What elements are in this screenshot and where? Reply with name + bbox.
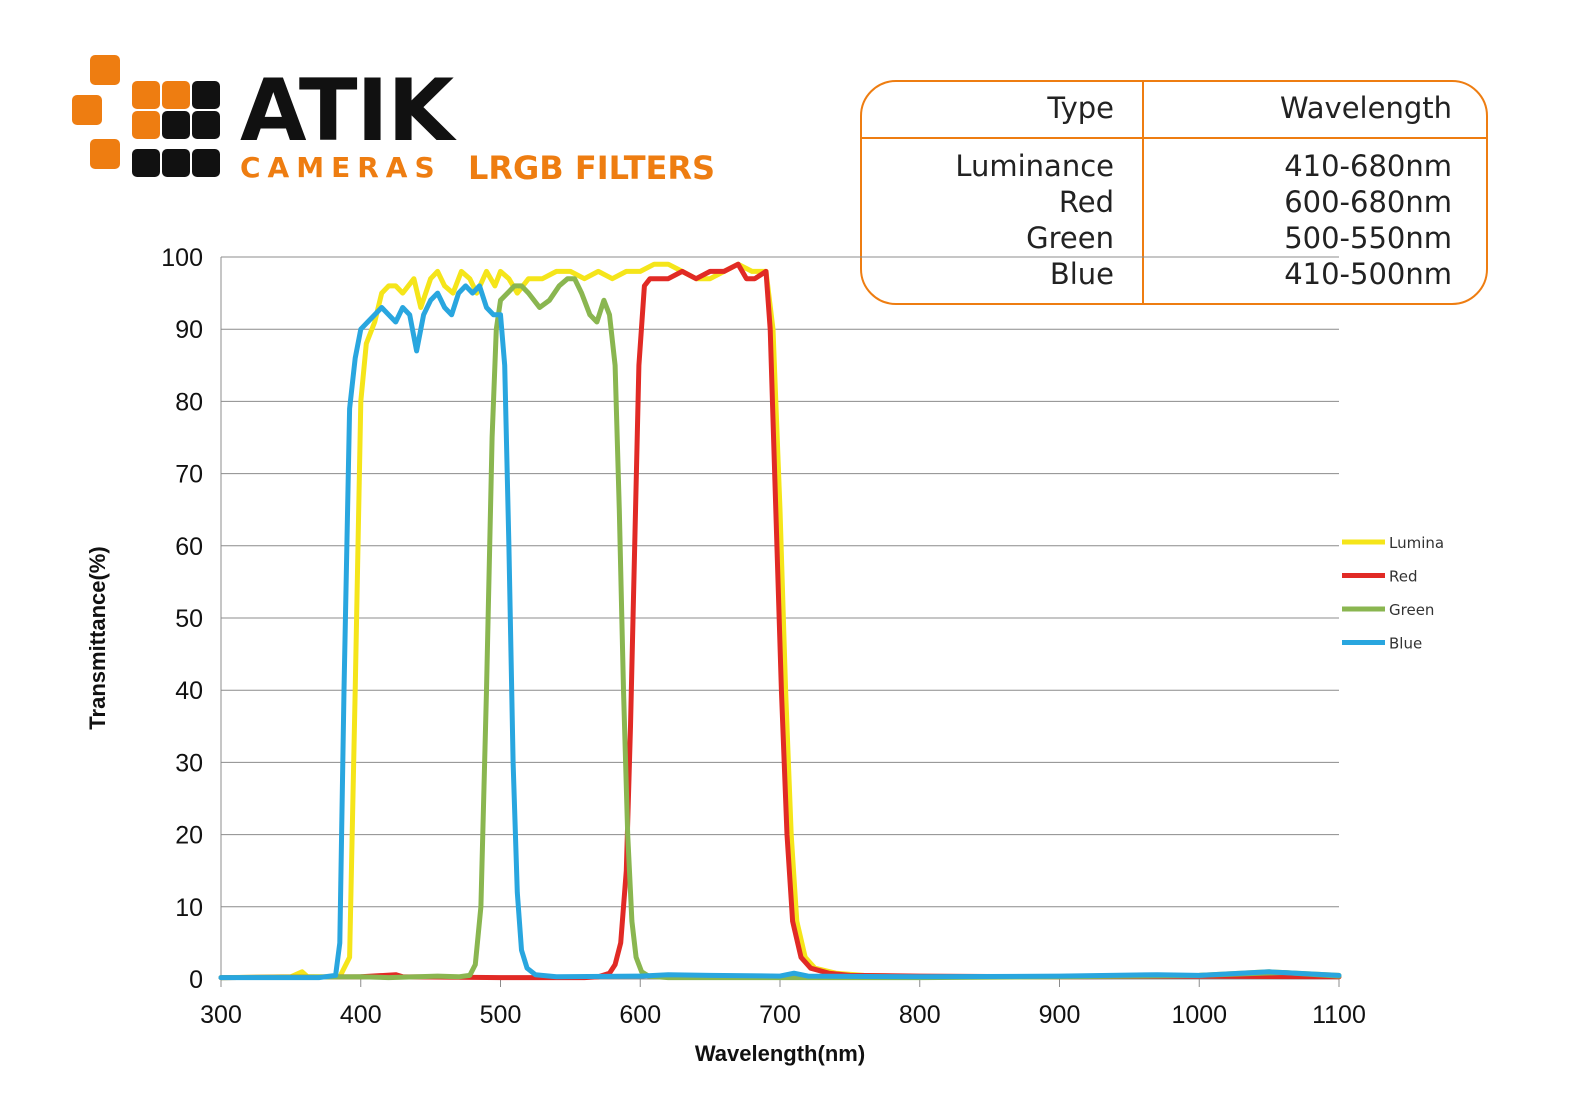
y-tick-label: 90 [175,316,203,344]
filter-table: Type Wavelength Luminance 410-680nm Red … [860,80,1488,305]
legend-label: Green [1389,601,1434,619]
logo-square [132,111,160,139]
x-axis-title: Wavelength(nm) [695,1041,865,1066]
chart-series [218,261,1342,981]
table-divider-vertical [1142,82,1144,303]
table-row-wavelength: 600-680nm [1284,185,1452,219]
x-tick-label: 600 [619,1001,661,1029]
logo-square [162,149,190,177]
y-tick-label: 70 [175,461,203,489]
atik-logo [72,55,772,195]
brand-name: ATIK [240,61,454,161]
y-tick-label: 0 [189,966,203,994]
legend-label: Blue [1389,635,1422,653]
table-header-wavelength: Wavelength [1279,91,1452,125]
page-title: LRGB FILTERS [468,149,716,187]
y-tick-label: 20 [175,822,203,850]
y-tick-label: 100 [161,244,203,272]
y-axis-title: Transmittance(%) [85,546,110,729]
logo-square [192,149,220,177]
x-tick-label: 800 [899,1001,941,1029]
x-tick-label: 400 [340,1001,382,1029]
legend-label: Lumina [1389,534,1444,552]
chart-axes: 0 10 20 30 40 50 60 70 80 90 100 300 400 500 600 700 800… [161,244,1366,1029]
logo-square [192,111,220,139]
table-row-wavelength: 410-500nm [1284,257,1452,291]
x-tick-label: 1000 [1171,1001,1227,1029]
logo-square [90,55,120,85]
logo-square [192,81,220,109]
table-row-type: Blue [1049,257,1114,291]
series-line-lumina [218,261,1342,981]
series-line-red [218,261,1342,981]
series-line-blue [218,283,1342,981]
y-tick-label: 80 [175,388,203,416]
x-tick-label: 300 [200,1001,242,1029]
logo-square [162,111,190,139]
logo-square [132,81,160,109]
table-row-type: Green [1026,221,1114,255]
y-tick-label: 60 [175,533,203,561]
table-row-wavelength: 500-550nm [1284,221,1452,255]
table-divider-horizontal [862,137,1486,139]
legend-label: Red [1389,568,1418,586]
y-tick-label: 50 [175,605,203,633]
y-tick-label: 10 [175,894,203,922]
logo-square [162,81,190,109]
x-tick-label: 1100 [1312,1001,1366,1029]
table-row-type: Luminance [955,149,1114,183]
table-header-type: Type [1047,91,1114,125]
table-row-wavelength: 410-680nm [1284,149,1452,183]
logo-square [72,95,102,125]
table-row-type: Red [1058,185,1114,219]
logo-square [132,149,160,177]
x-tick-label: 700 [759,1001,801,1029]
x-tick-label: 900 [1039,1001,1081,1029]
x-tick-label: 500 [480,1001,522,1029]
chart-legend: Lumina Red Green Blue [1342,534,1444,653]
brand-subtext: CAMERAS [240,151,442,184]
logo-square [90,139,120,169]
y-tick-label: 40 [175,677,203,705]
y-tick-label: 30 [175,749,203,777]
